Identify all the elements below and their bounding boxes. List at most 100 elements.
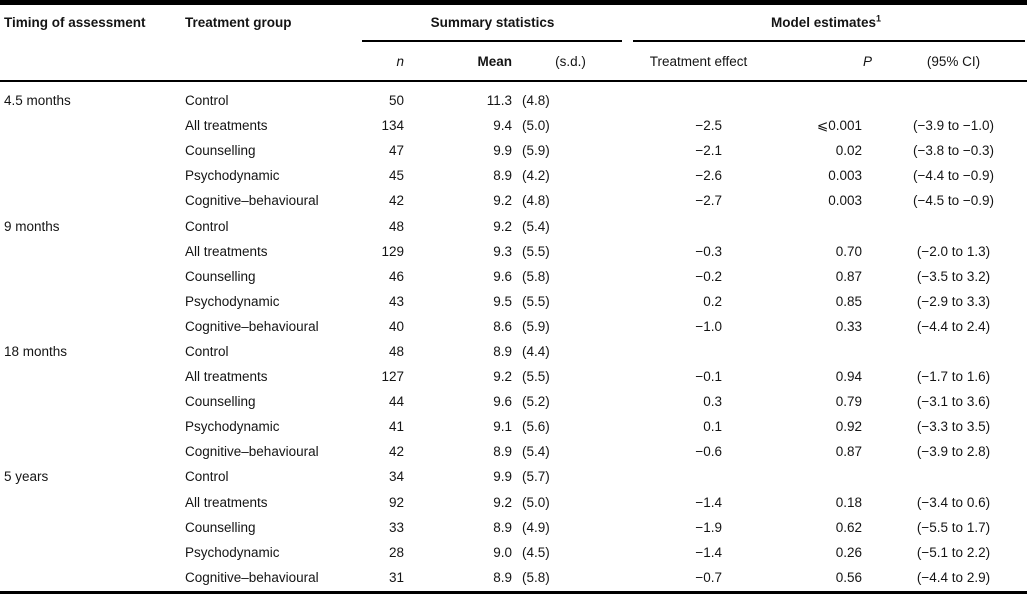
summary-spanner-rule xyxy=(362,40,622,42)
mean-cell: 8.9 xyxy=(493,519,512,535)
column-header-treatment-group: Treatment group xyxy=(185,15,292,30)
ci-cell: (−5.5 to 1.7) xyxy=(916,519,991,535)
ci-cell: (−3.9 to −1.0) xyxy=(912,118,995,134)
column-header-p: P xyxy=(862,53,872,69)
ci-cell: (−1.7 to 1.6) xyxy=(916,369,991,385)
n-cell: 92 xyxy=(388,494,404,510)
group-cell: Control xyxy=(185,343,229,359)
n-cell: 33 xyxy=(388,519,404,535)
ci-cell: (−2.0 to 1.3) xyxy=(916,243,991,259)
n-cell: 28 xyxy=(388,544,404,560)
sd-cell: (5.7) xyxy=(522,469,550,485)
ci-cell: (−3.3 to 3.5) xyxy=(916,419,991,435)
column-header-ci: (95% CI) xyxy=(926,53,981,69)
p-cell: ⩽0.001 xyxy=(816,117,862,133)
sd-cell: (4.4) xyxy=(522,343,550,359)
mean-cell: 8.9 xyxy=(493,569,512,585)
mean-cell: 9.6 xyxy=(493,268,512,284)
mean-cell: 9.6 xyxy=(493,394,512,410)
sd-cell: (5.9) xyxy=(522,143,550,159)
effect-cell: −0.1 xyxy=(695,369,722,385)
timing-cell: 18 months xyxy=(4,343,68,359)
effect-cell: 0.2 xyxy=(703,293,722,309)
mean-cell: 9.9 xyxy=(493,469,512,485)
table-header-row-columns: n Mean (s.d.) Treatment effect P (95% CI… xyxy=(0,42,1027,80)
mean-cell: 8.9 xyxy=(493,444,512,460)
group-cell: Cognitive–behavioural xyxy=(185,318,319,334)
ci-cell: (−2.9 to 3.3) xyxy=(916,293,991,309)
sd-cell: (5.8) xyxy=(522,268,550,284)
n-cell: 48 xyxy=(388,218,404,234)
p-cell: 0.003 xyxy=(828,193,862,209)
p-cell: 0.26 xyxy=(835,544,862,560)
p-cell: 0.56 xyxy=(835,569,862,585)
n-cell: 41 xyxy=(388,419,404,435)
mean-cell: 9.9 xyxy=(493,143,512,159)
group-cell: All treatments xyxy=(185,118,268,134)
column-header-sd: (s.d.) xyxy=(555,53,586,69)
ci-cell: (−4.4 to 2.9) xyxy=(916,569,991,585)
n-cell: 47 xyxy=(388,143,404,159)
mean-cell: 9.1 xyxy=(493,419,512,435)
p-cell: 0.87 xyxy=(835,268,862,284)
ci-cell: (−3.5 to 3.2) xyxy=(916,268,991,284)
group-cell: All treatments xyxy=(185,243,268,259)
table-body: 4.5 months Control 50 11.3 (4.8) All tre… xyxy=(0,82,1027,590)
sd-cell: (5.2) xyxy=(522,394,550,410)
group-cell: Psychodynamic xyxy=(185,168,280,184)
n-cell: 129 xyxy=(381,243,404,259)
group-cell: Control xyxy=(185,469,229,485)
p-cell: 0.02 xyxy=(835,143,862,159)
model-spanner-rule xyxy=(633,40,1025,42)
mean-cell: 9.2 xyxy=(493,369,512,385)
ci-cell: (−5.1 to 2.2) xyxy=(916,544,991,560)
column-header-mean: Mean xyxy=(477,53,512,69)
group-cell: Cognitive–behavioural xyxy=(185,444,319,460)
group-cell: Counselling xyxy=(185,519,256,535)
p-cell: 0.94 xyxy=(835,369,862,385)
mean-cell: 9.0 xyxy=(493,544,512,560)
mean-cell: 9.3 xyxy=(493,243,512,259)
mean-cell: 9.2 xyxy=(493,218,512,234)
mean-cell: 8.9 xyxy=(493,343,512,359)
sd-cell: (4.2) xyxy=(522,168,550,184)
column-header-n: n xyxy=(396,53,404,69)
sd-cell: (5.4) xyxy=(522,444,550,460)
column-group-summary-statistics: Summary statistics xyxy=(430,15,555,30)
mean-cell: 8.9 xyxy=(493,168,512,184)
group-cell: Counselling xyxy=(185,394,256,410)
group-cell: Counselling xyxy=(185,268,256,284)
sd-cell: (4.8) xyxy=(522,93,550,109)
n-cell: 45 xyxy=(388,168,404,184)
table-header-row-groups: Timing of assessment Treatment group Sum… xyxy=(0,5,1027,40)
sd-cell: (4.8) xyxy=(522,193,550,209)
n-cell: 127 xyxy=(381,369,404,385)
effect-cell: −2.1 xyxy=(695,143,722,159)
mean-cell: 9.2 xyxy=(493,494,512,510)
column-header-treatment-effect: Treatment effect xyxy=(649,53,748,69)
n-cell: 42 xyxy=(388,193,404,209)
sd-cell: (5.4) xyxy=(522,218,550,234)
n-cell: 40 xyxy=(388,318,404,334)
column-header-timing: Timing of assessment xyxy=(4,15,146,30)
mean-cell: 9.2 xyxy=(493,193,512,209)
timing-cell: 4.5 months xyxy=(4,93,71,109)
group-cell: Cognitive–behavioural xyxy=(185,569,319,585)
effect-cell: −1.9 xyxy=(695,519,722,535)
effect-cell: 0.1 xyxy=(703,419,722,435)
group-cell: Control xyxy=(185,93,229,109)
sd-cell: (5.5) xyxy=(522,293,550,309)
sd-cell: (5.6) xyxy=(522,419,550,435)
group-cell: All treatments xyxy=(185,494,268,510)
p-cell: 0.18 xyxy=(835,494,862,510)
effect-cell: −2.6 xyxy=(695,168,722,184)
mean-cell: 9.4 xyxy=(493,118,512,134)
group-cell: Psychodynamic xyxy=(185,419,280,435)
group-cell: All treatments xyxy=(185,369,268,385)
model-footnote-marker: 1 xyxy=(876,13,882,24)
p-cell: 0.33 xyxy=(835,318,862,334)
group-cell: Psychodynamic xyxy=(185,544,280,560)
group-cell: Control xyxy=(185,218,229,234)
sd-cell: (5.0) xyxy=(522,118,550,134)
